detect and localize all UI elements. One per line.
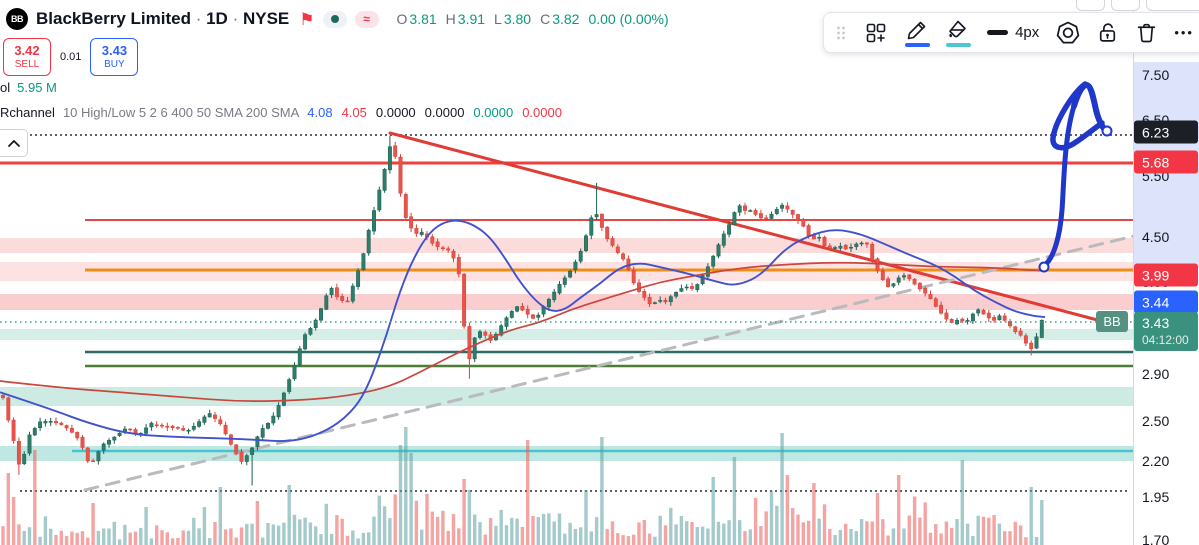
- ma-200-line[interactable]: [0, 261, 1046, 402]
- drawn-arrow-annotation[interactable]: [1038, 81, 1113, 273]
- line-color-swatch: [904, 42, 930, 47]
- trendline-red-descending: [388, 131, 1107, 324]
- delayed-data-badge[interactable]: ≈: [354, 10, 379, 28]
- axis-tick-4.50: 4.50: [1142, 229, 1170, 245]
- drawing-toolbar: 4px •••: [823, 12, 1199, 53]
- grid-plus-icon: [866, 23, 886, 42]
- drag-handle-icon[interactable]: [834, 22, 848, 44]
- open-value: 3.81: [409, 11, 437, 27]
- add-template-button[interactable]: [864, 21, 888, 45]
- price-badge-6.23: 6.23: [1134, 120, 1198, 144]
- partial-top-button-3[interactable]: [1146, 0, 1199, 11]
- status-dot-icon: [330, 15, 339, 23]
- volume-value: 5.95 M: [17, 80, 57, 95]
- axis-tick-2.20: 2.20: [1142, 453, 1170, 469]
- gear-icon: [1056, 21, 1079, 43]
- buy-button[interactable]: 3.43 BUY: [90, 38, 139, 76]
- volume-bars: [1, 427, 1044, 545]
- collapse-pane-button[interactable]: [0, 129, 28, 157]
- bar-countdown: 04:12:00: [1142, 332, 1189, 347]
- market-status-badge[interactable]: [322, 10, 347, 28]
- axis-tick-1.70: 1.70: [1142, 532, 1170, 545]
- indicator-value-2: 0.0000: [375, 105, 416, 120]
- indicator-value-0: 4.08: [307, 105, 333, 120]
- pencil-icon: [907, 21, 926, 39]
- line-color-tool[interactable]: [904, 19, 930, 47]
- volume-label: ol: [0, 80, 11, 95]
- indicator-value-3: 0.0000: [424, 105, 465, 120]
- spread-value: 0.01: [60, 51, 82, 63]
- trendline-gray-dashed-ascending: [83, 234, 1133, 492]
- line-width-label: 4px: [1015, 24, 1040, 41]
- flag-icon[interactable]: ⚑: [299, 9, 315, 29]
- high-value: 3.91: [457, 11, 486, 27]
- axis-tick-1.95: 1.95: [1142, 489, 1170, 505]
- support-resistance-bands: [0, 238, 1133, 461]
- indicator-value-5: 0.0000: [522, 105, 562, 120]
- horizontal-level-lines[interactable]: [0, 134, 1133, 492]
- ma-50-line[interactable]: [0, 219, 1046, 443]
- axis-tick-7.50: 7.50: [1142, 67, 1170, 83]
- exchange-label: NYSE: [242, 9, 290, 28]
- series-price-label: BB: [1096, 311, 1128, 332]
- paint-bucket-icon: [949, 20, 967, 37]
- low-value: 3.80: [503, 11, 532, 27]
- price-badge-3.99: 3.99: [1134, 263, 1198, 287]
- indicator-value-1: 4.05: [341, 105, 367, 120]
- last-price-value: 3.43: [1142, 315, 1170, 331]
- last-price-countdown-badge: 3.43 04:12:00: [1134, 312, 1198, 351]
- indicator-legend[interactable]: Rchannel 10 High/Low 5 2 6 400 50 SMA 20…: [0, 105, 562, 120]
- timeframe-label: 1D: [206, 9, 228, 28]
- axis-tick-2.90: 2.90: [1142, 366, 1170, 382]
- price-badge-5.68: 5.68: [1134, 150, 1198, 174]
- price-axis[interactable]: 7.506.505.504.503.863.302.902.502.201.95…: [1133, 0, 1199, 545]
- price-chart-canvas[interactable]: [0, 0, 1133, 545]
- arrow-anchor-handle[interactable]: [1101, 125, 1113, 137]
- settings-button[interactable]: [1056, 21, 1080, 45]
- close-value: 3.82: [552, 11, 580, 27]
- trendlines[interactable]: [83, 131, 1133, 492]
- fill-color-tool[interactable]: [945, 19, 971, 47]
- volume-readout: ol 5.95 M: [0, 80, 57, 95]
- price-badge-3.44: 3.44: [1134, 290, 1198, 314]
- line-width-selector[interactable]: 4px: [987, 24, 1039, 41]
- arrow-anchor-handle[interactable]: [1038, 261, 1050, 273]
- ohlc-readout: O 3.81 H 3.91 L 3.80 C 3.82 0.00 (0.00%): [396, 11, 669, 27]
- line-width-icon: [987, 30, 1009, 35]
- partial-top-button-2[interactable]: [1111, 0, 1140, 11]
- symbol-logo[interactable]: BB: [6, 8, 28, 30]
- unlock-icon: [1099, 23, 1115, 42]
- lock-button[interactable]: [1096, 21, 1119, 44]
- change-value: 0.00 (0.00%): [588, 11, 669, 27]
- candlesticks: [1, 135, 1044, 486]
- indicator-name: Rchannel: [0, 105, 55, 120]
- trade-buttons: 3.42 SELL 0.01 3.43 BUY: [3, 38, 139, 76]
- trash-icon: [1137, 23, 1156, 43]
- fill-color-swatch: [945, 42, 971, 47]
- indicator-values: 4.08 4.05 0.0000 0.0000 0.0000 0.0000: [307, 105, 562, 120]
- chevron-up-icon: [7, 139, 20, 147]
- axis-tick-2.50: 2.50: [1142, 413, 1170, 429]
- indicator-value-4: 0.0000: [473, 105, 514, 120]
- symbol-title[interactable]: BlackBerry Limited · 1D · NYSE: [36, 9, 290, 28]
- delete-button[interactable]: [1135, 21, 1158, 44]
- indicator-params: 10 High/Low 5 2 6 400 50 SMA 200 SMA: [62, 105, 300, 120]
- more-options-button[interactable]: •••: [1174, 25, 1194, 40]
- partial-top-button-1[interactable]: [1076, 0, 1105, 11]
- sell-button[interactable]: 3.42 SELL: [3, 38, 51, 76]
